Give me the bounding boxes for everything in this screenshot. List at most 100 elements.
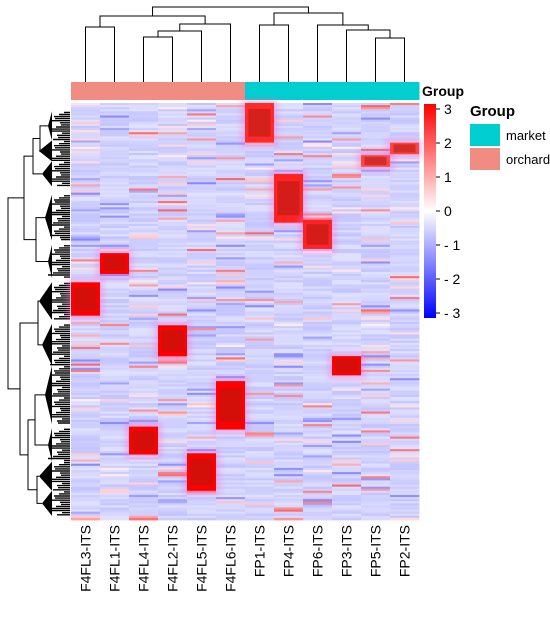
heatmap-cell (216, 288, 246, 292)
heatmap-cell (245, 474, 275, 477)
heatmap-cell (245, 198, 275, 202)
heatmap-cell (71, 461, 101, 465)
heatmap-cell (100, 453, 130, 456)
heatmap-cell (129, 226, 159, 229)
heatmap-cell (129, 198, 159, 202)
heatmap-cell (71, 182, 101, 185)
heatmap-cell (158, 173, 188, 177)
heatmap-cell (129, 365, 159, 369)
heatmap-cell (71, 517, 101, 521)
heatmap-cell (390, 472, 420, 475)
heatmap-cell (332, 121, 362, 125)
heatmap-cell (158, 438, 188, 442)
heatmap-cell (158, 365, 188, 369)
heatmap-cell (100, 232, 130, 235)
heatmap-cell (100, 467, 130, 471)
heatmap-cell (303, 311, 333, 314)
heatmap-cell (274, 278, 304, 281)
heatmap-cell (71, 161, 101, 164)
heatmap-cell (390, 238, 420, 242)
heatmap-cell (390, 213, 420, 216)
heatmap-cell (158, 201, 188, 204)
heatmap-cell (274, 311, 304, 314)
heatmap-cell (158, 261, 188, 264)
row-dendrogram-cluster (48, 111, 52, 141)
heatmap-cell (129, 478, 159, 481)
heatmap-cell (71, 340, 101, 344)
heatmap-cell (71, 215, 101, 219)
heatmap-cell (100, 447, 130, 450)
heatmap-cell (216, 196, 246, 200)
heatmap-cell (129, 507, 159, 510)
heatmap-cell (187, 365, 217, 369)
heatmap-cell (245, 148, 275, 152)
heatmap-cell (361, 401, 391, 404)
heatmap-cell (332, 482, 362, 485)
heatmap-cell (303, 321, 333, 325)
heatmap-cell (332, 184, 362, 187)
heatmap-cell (158, 253, 188, 256)
heatmap-cell (71, 167, 101, 171)
heatmap-cell (303, 515, 333, 519)
heatmap-cell (303, 257, 333, 260)
heatmap-cell (129, 140, 159, 144)
heatmap-cell (332, 382, 362, 385)
heatmap-cell (216, 488, 246, 492)
heatmap-cell (245, 238, 275, 242)
heatmap-cell (303, 307, 333, 310)
column-label: FP1-ITS (252, 525, 268, 577)
heatmap-cell (100, 207, 130, 210)
heatmap-cell (187, 103, 217, 106)
heatmap-cell (100, 107, 130, 110)
heatmap-cell (245, 346, 275, 350)
heatmap-cell (129, 326, 159, 329)
heatmap-cell (332, 401, 362, 404)
heatmap-cell (129, 363, 159, 367)
heatmap-cell (216, 374, 246, 377)
heatmap-cell (361, 388, 391, 392)
heatmap-cell (332, 413, 362, 417)
heatmap-cell (100, 324, 130, 327)
heatmap-cell (390, 505, 420, 508)
heatmap-cell (158, 138, 188, 141)
heatmap-cell (332, 136, 362, 139)
heatmap-cell (158, 171, 188, 175)
heatmap-cell (361, 444, 391, 448)
heatmap-cell (100, 349, 130, 352)
heatmap-cell (274, 494, 304, 498)
heatmap-cell (187, 428, 217, 431)
heatmap-cell (361, 134, 391, 137)
heatmap-cell (274, 367, 304, 371)
heatmap-cell (390, 313, 420, 317)
heatmap-cell (390, 321, 420, 325)
heatmap-cell (158, 223, 188, 227)
heatmap-cell (245, 390, 275, 394)
heatmap-cell (129, 180, 159, 183)
heatmap-cell (245, 146, 275, 150)
heatmap-cell (129, 265, 159, 269)
heatmap-cell (158, 432, 188, 435)
heatmap-cell (361, 378, 391, 381)
heatmap-cell (274, 490, 304, 494)
heatmap-cell (187, 415, 217, 419)
group-legend: Group market orchard (470, 103, 550, 170)
heatmap-cell (129, 171, 159, 175)
heatmap-cell (129, 246, 159, 250)
heatmap-cell (216, 436, 246, 440)
heatmap-cell (216, 194, 246, 198)
heatmap-cell (216, 449, 246, 452)
heatmap-cell (216, 478, 246, 481)
heatmap-cell (187, 130, 217, 133)
heatmap-cell (390, 240, 420, 244)
heatmap-cell (129, 242, 159, 246)
heatmap-cell (187, 161, 217, 164)
heatmap-cell (129, 328, 159, 331)
row-dendrogram-cluster (42, 324, 52, 366)
heatmap-cell (332, 186, 362, 189)
heatmap-cell (303, 136, 333, 139)
heatmap-cell (216, 480, 246, 483)
heatmap-cell (129, 499, 159, 502)
heatmap-cell (390, 319, 420, 323)
heatmap-cell (129, 161, 159, 164)
block-core (190, 458, 213, 486)
